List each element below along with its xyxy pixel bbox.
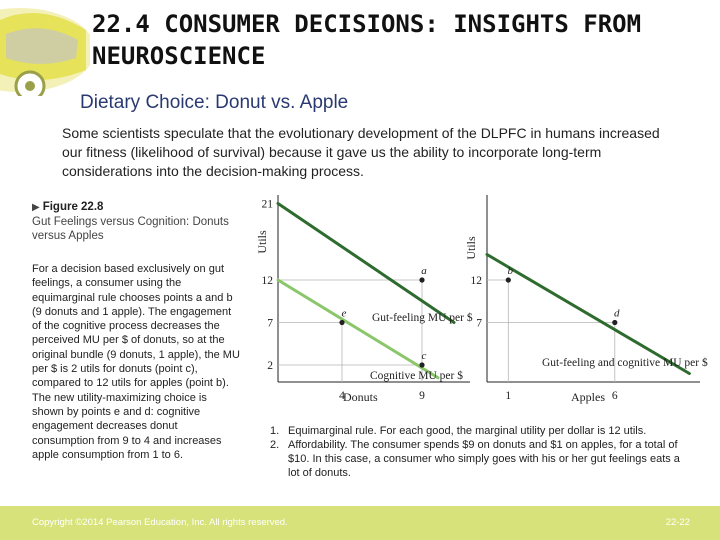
page-number: 22-22 [665,517,690,528]
intro-paragraph: Some scientists speculate that the evolu… [62,125,660,179]
y-tick-label: 7 [476,318,482,330]
copyright-text: Copyright ©2014 Pearson Education, Inc. … [32,517,288,528]
series-line-gut [276,202,456,324]
data-point-c [419,362,425,368]
figure-label: ▶ Figure 22.8 Gut Feelings versus Cogniti… [32,200,242,243]
point-label: a [421,265,427,277]
data-point-e [339,319,345,326]
y-tick-label: 21 [262,199,274,211]
y-tick-label: 7 [267,318,273,330]
slide-subtitle: Dietary Choice: Donut vs. Apple [80,92,349,113]
series-label: Cognitive MU per $ [370,369,463,382]
y-tick-label: 12 [262,275,274,287]
data-point-d [612,319,618,326]
point-label: b [508,265,514,277]
slide-title: 22.4 CONSUMER DECISIONS: INSIGHTS FROM N… [92,10,642,70]
series-line-cognitive [276,278,440,380]
point-label: c [422,350,427,362]
note-number: 2. [270,439,280,451]
note-text: Affordability. The consumer spends $9 on… [288,439,680,479]
utils-chart: Utils Donuts 21 12 7 2 4 9 Gut-feeling MU per $ C… [255,195,708,404]
series-label: Gut-feeling and cognitive MU per $ [542,356,708,369]
triangle-icon: ▶ [32,202,40,213]
note-number: 1. [270,425,280,437]
y-axis-label: Utils [464,236,478,260]
figure-description: For a decision based exclusively on gut … [32,263,240,461]
corner-illustration [0,0,90,96]
figure-number: Figure 22.8 [42,201,104,213]
y-tick-label: 12 [471,275,483,287]
x-tick-label: 6 [612,390,618,402]
footer-bar: Copyright ©2014 Pearson Education, Inc. … [0,506,720,540]
x-tick-label: 1 [505,390,511,402]
series-label: Gut-feeling MU per $ [372,311,473,324]
figure-caption: Gut Feelings versus Cognition: Donuts ve… [32,216,229,242]
x-tick-label: 4 [339,390,345,402]
y-tick-label: 2 [267,360,273,372]
point-label: e [342,308,347,320]
point-label: d [614,308,620,320]
note-item: 1. Equimarginal rule. For each good, the … [270,424,688,438]
x-axis-label: Apples [571,390,605,404]
y-axis-label: Utils [255,230,269,254]
note-item: 2. Affordability. The consumer spends $9 … [270,438,688,480]
x-tick-label: 9 [419,390,425,402]
data-point-b [505,277,511,283]
note-text: Equimarginal rule. For each good, the ma… [288,425,647,437]
x-axis-label: Donuts [343,390,378,404]
series-line-gut [485,253,691,375]
data-point-a [419,277,425,283]
notes-list: 1. Equimarginal rule. For each good, the … [270,424,688,480]
